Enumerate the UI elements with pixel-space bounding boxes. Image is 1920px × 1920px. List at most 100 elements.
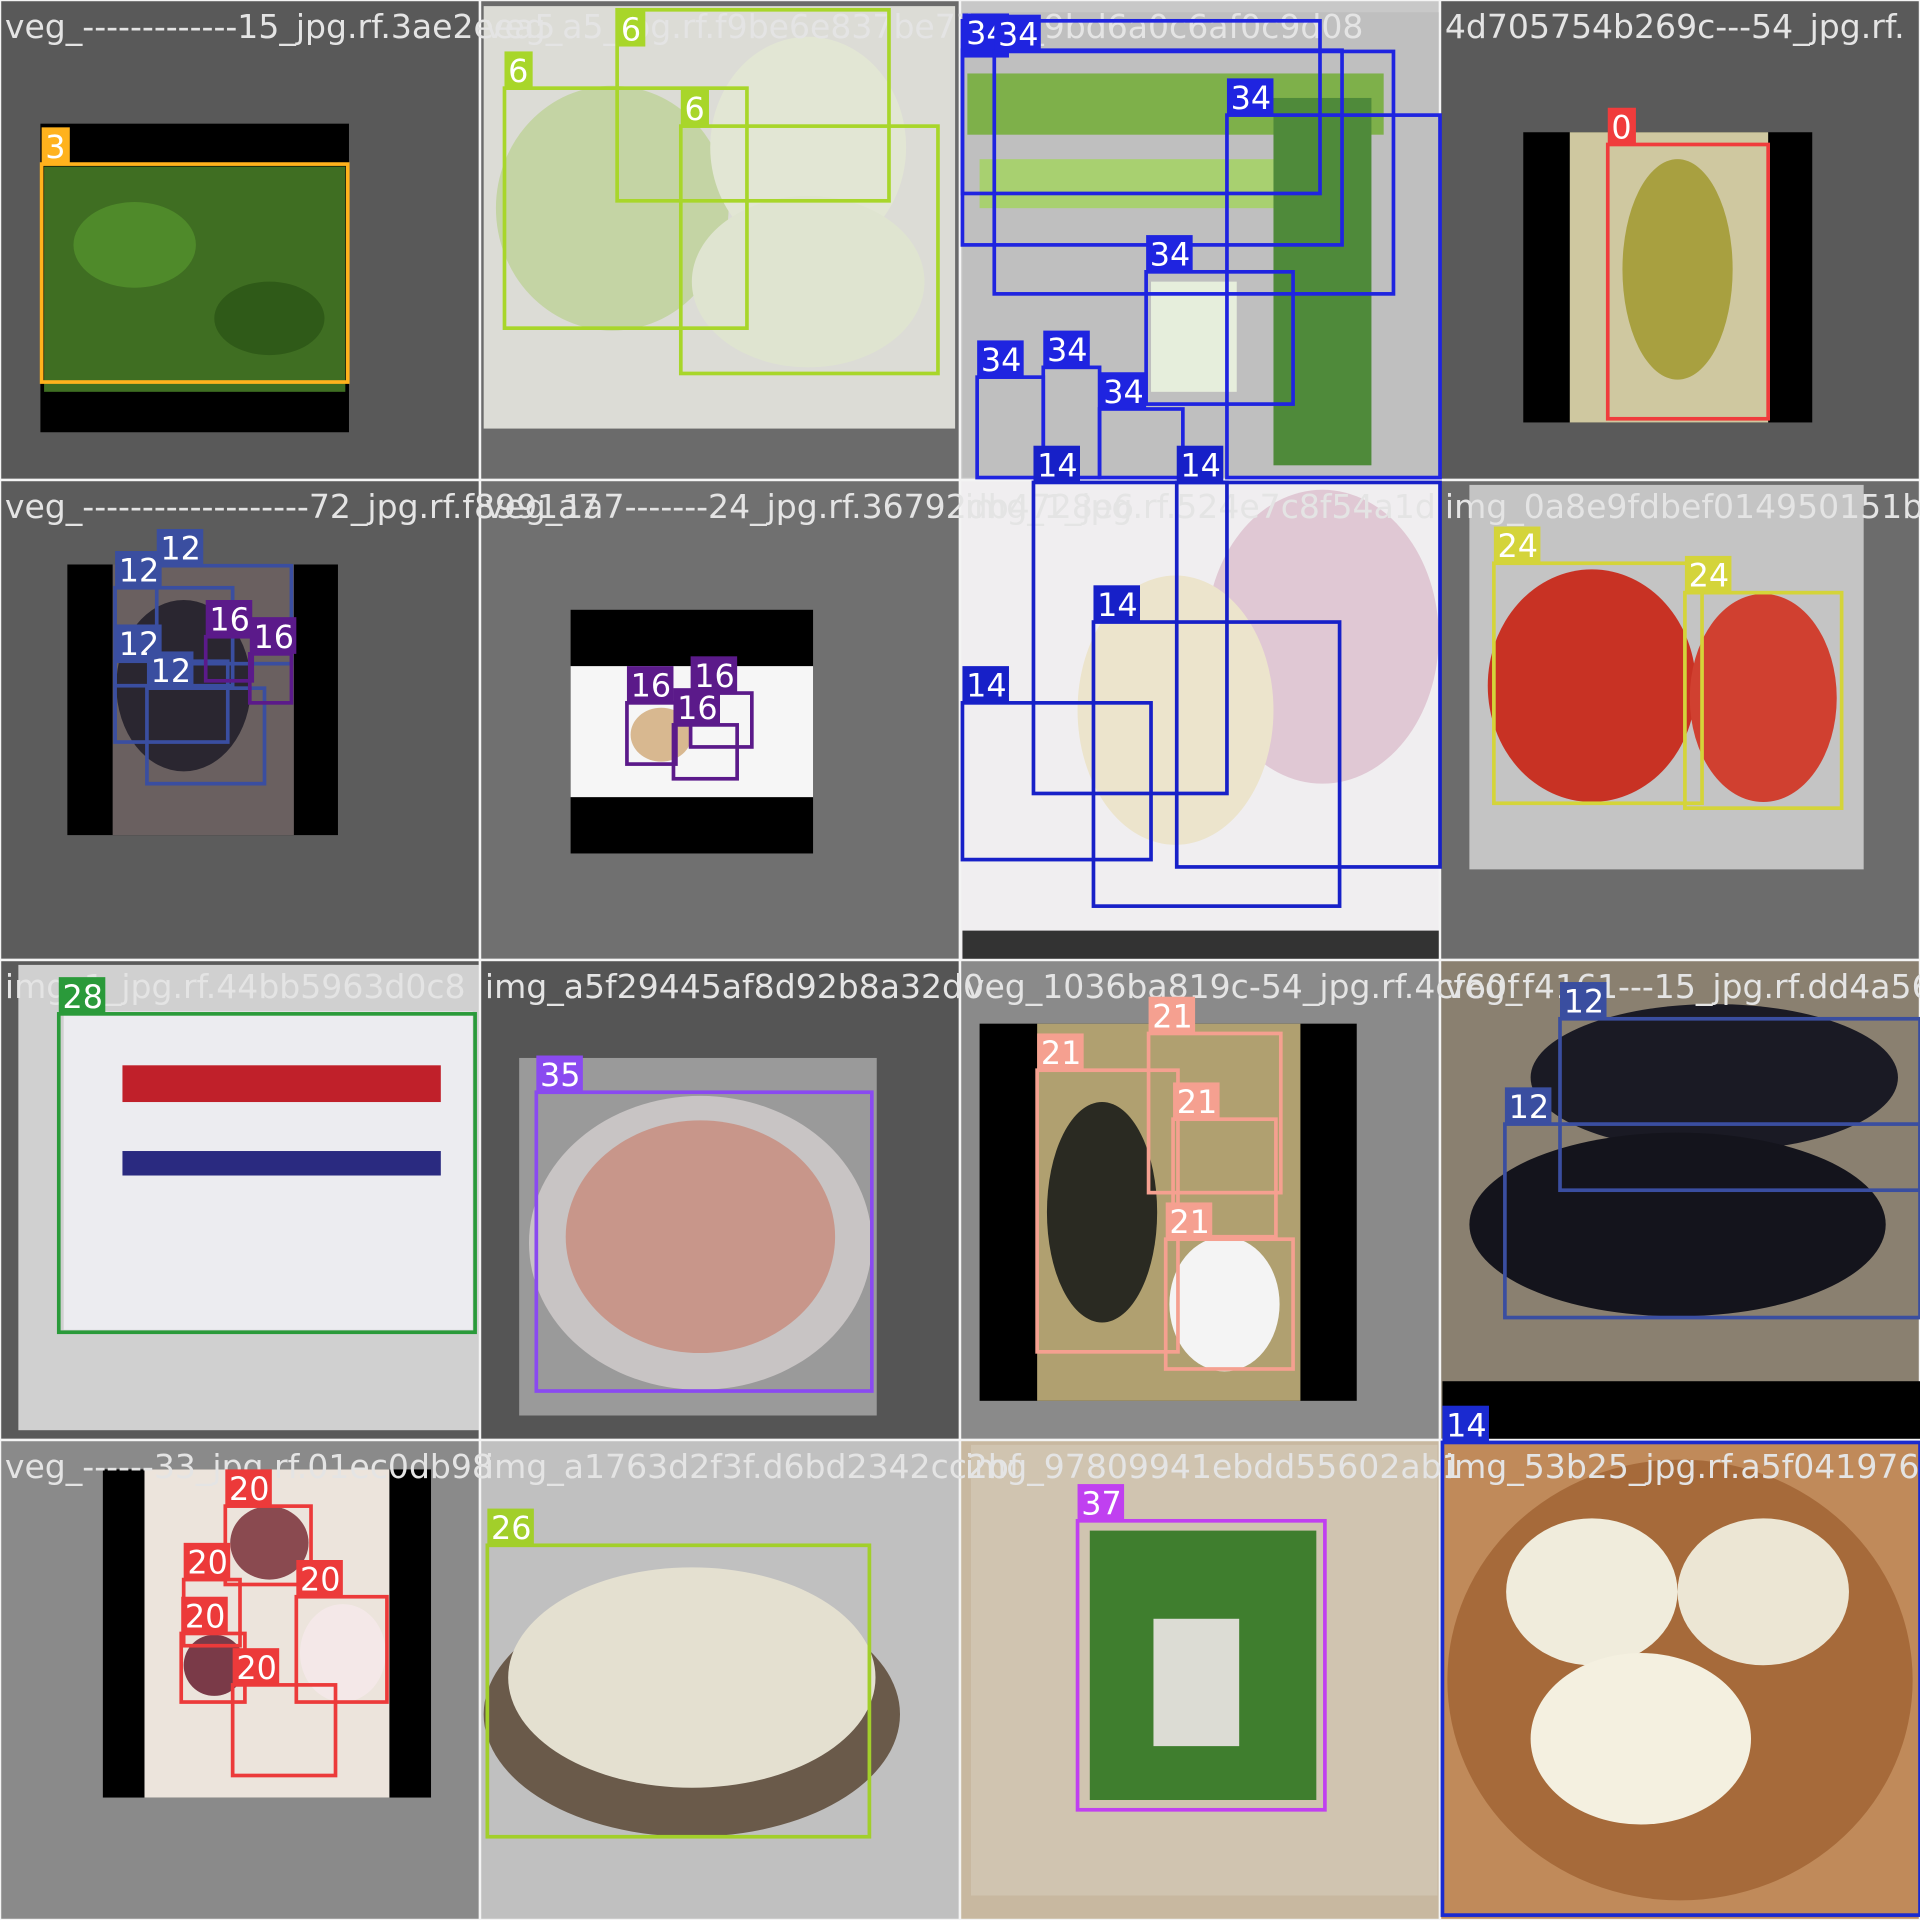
class-label: 21 bbox=[1041, 1034, 1082, 1072]
class-label: 24 bbox=[1498, 527, 1539, 565]
bounding-box bbox=[1144, 270, 1295, 406]
class-tag bbox=[690, 656, 738, 694]
photo-object bbox=[1530, 1653, 1752, 1825]
photo-object bbox=[1622, 159, 1733, 380]
class-tag bbox=[296, 1560, 343, 1597]
class-tag bbox=[617, 9, 646, 47]
class-label: 16 bbox=[209, 601, 250, 639]
class-tag bbox=[626, 666, 674, 703]
class-label: 0 bbox=[1611, 108, 1631, 146]
class-label: 20 bbox=[187, 1543, 228, 1581]
bounding-box bbox=[615, 7, 891, 203]
photo-object bbox=[1169, 1236, 1280, 1372]
photo-object bbox=[73, 202, 196, 288]
photo-object bbox=[1046, 1102, 1158, 1323]
class-label: 34 bbox=[1150, 236, 1191, 274]
photo-object bbox=[214, 281, 325, 356]
image-filename: img_1_jpg.rf.524e7c8f54a1d bbox=[965, 487, 1436, 526]
class-tag bbox=[1173, 1082, 1220, 1120]
class-tag bbox=[1226, 78, 1274, 116]
class-label: 20 bbox=[185, 1597, 226, 1635]
bounding-box bbox=[145, 686, 267, 786]
photo-object bbox=[565, 1120, 836, 1354]
photo-object bbox=[1689, 593, 1837, 803]
image-filename: veg_-------------15_jpg.rf.3ae2eea5 bbox=[5, 7, 556, 46]
photo-object bbox=[1530, 1004, 1898, 1152]
class-label: 3 bbox=[45, 128, 65, 166]
class-tag bbox=[994, 14, 1041, 52]
class-label: 20 bbox=[236, 1649, 277, 1687]
class-tag bbox=[225, 1469, 272, 1507]
class-label: 21 bbox=[1152, 997, 1193, 1035]
class-tag bbox=[680, 89, 709, 127]
photo-object bbox=[1487, 569, 1696, 803]
photo-region bbox=[122, 1065, 441, 1103]
class-tag bbox=[1077, 1484, 1125, 1521]
class-label: 21 bbox=[1169, 1203, 1210, 1241]
bounding-box bbox=[1091, 620, 1342, 908]
class-label: 12 bbox=[119, 552, 160, 590]
class-label: 16 bbox=[631, 667, 672, 705]
bounding-box bbox=[1174, 480, 1442, 869]
class-label: 12 bbox=[151, 652, 192, 690]
class-tag bbox=[232, 1648, 280, 1685]
image-filename: img_a5f29445af8d92b8a32d0 bbox=[485, 967, 984, 1006]
class-label: 20 bbox=[300, 1561, 341, 1599]
class-label: 26 bbox=[491, 1509, 532, 1547]
photo-region bbox=[44, 166, 346, 392]
class-label: 14 bbox=[1037, 446, 1078, 484]
class-tag bbox=[1442, 1405, 1489, 1443]
bounding-box bbox=[678, 124, 940, 376]
class-label: 34 bbox=[998, 15, 1039, 53]
photo-region bbox=[1151, 281, 1237, 392]
class-tag bbox=[536, 1055, 583, 1093]
photo-object bbox=[1469, 1132, 1886, 1317]
image-filename: veg_1036ba819c-54_jpg.rf.4cf60f bbox=[965, 967, 1520, 1006]
bounding-box bbox=[1031, 480, 1229, 796]
photo-object bbox=[691, 195, 925, 368]
detections: 3666343434343434343401212121216161616161… bbox=[39, 7, 1920, 1917]
bounding-box bbox=[1503, 1122, 1920, 1320]
class-tag bbox=[1165, 1202, 1213, 1240]
bounding-box bbox=[1558, 1016, 1920, 1193]
image-filename: veg_-------------------72_jpg.rf.f8991a7 bbox=[5, 487, 600, 526]
bounding-box bbox=[1440, 1440, 1920, 1917]
class-label: 6 bbox=[684, 90, 704, 128]
bounding-box bbox=[39, 162, 350, 384]
image-filename: img_97809941ebdd55602ab1 bbox=[965, 1447, 1463, 1486]
bounding-box bbox=[960, 701, 1153, 862]
class-tag bbox=[1037, 1033, 1084, 1071]
class-tag bbox=[1043, 330, 1090, 368]
bounding-box bbox=[1163, 1237, 1295, 1371]
class-label: 34 bbox=[1231, 79, 1272, 117]
bounding-box bbox=[230, 1683, 338, 1778]
image-filename: veg_a5_jpg.rf.f9be6e837be77 bbox=[485, 7, 977, 46]
image-filename: veg_f4161---15_jpg.rf.dd4a56 bbox=[1445, 967, 1920, 1006]
photo-object bbox=[508, 1567, 876, 1788]
bounding-box bbox=[485, 1543, 872, 1839]
class-tag bbox=[1146, 235, 1193, 272]
class-label: 12 bbox=[160, 530, 201, 568]
class-label: 35 bbox=[540, 1056, 581, 1094]
bounding-box bbox=[1171, 1117, 1278, 1239]
class-tag bbox=[205, 600, 253, 637]
class-label: 14 bbox=[1180, 446, 1221, 484]
class-tag bbox=[487, 1508, 534, 1546]
class-tag bbox=[1493, 526, 1541, 564]
bounding-box bbox=[56, 1012, 477, 1335]
class-label: 12 bbox=[1509, 1088, 1550, 1126]
class-label: 28 bbox=[62, 978, 103, 1016]
bounding-box bbox=[1075, 1518, 1327, 1812]
class-tag bbox=[181, 1596, 228, 1634]
class-tag bbox=[1033, 445, 1080, 483]
class-tag bbox=[115, 551, 162, 588]
class-label: 6 bbox=[508, 52, 528, 90]
bounding-box bbox=[992, 49, 1396, 296]
image-filename: 4d705754b269c---54_jpg.rf. bbox=[1445, 7, 1905, 46]
class-tag bbox=[962, 666, 1009, 703]
class-tag bbox=[1684, 555, 1732, 593]
class-label: 12 bbox=[1564, 983, 1605, 1021]
photo-object bbox=[1677, 1518, 1849, 1666]
class-tag bbox=[41, 127, 70, 165]
